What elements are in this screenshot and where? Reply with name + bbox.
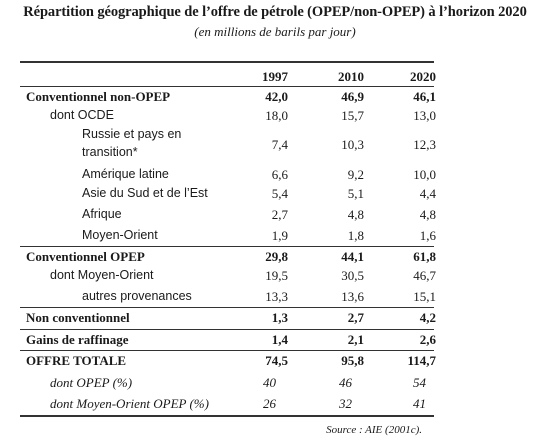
cell-1997: 42,0 bbox=[265, 89, 288, 104]
row-label: dont Moyen-Orient bbox=[50, 268, 154, 282]
top-rule bbox=[20, 61, 434, 63]
source-note: Source : AIE (2001c). bbox=[326, 424, 422, 436]
cell-2010: 44,1 bbox=[341, 249, 364, 264]
cell-2020: 46,1 bbox=[413, 89, 436, 104]
cell-2020: 12,3 bbox=[413, 137, 436, 152]
cell-2020: 1,6 bbox=[419, 228, 436, 243]
cell-2010: 10,3 bbox=[341, 137, 364, 152]
row-label: Gains de raffinage bbox=[26, 332, 129, 347]
col-header-2010: 2010 bbox=[338, 69, 364, 84]
cell-1997: 2,7 bbox=[271, 207, 288, 222]
row-label-line2: transition* bbox=[82, 145, 138, 159]
cell-2010: 1,8 bbox=[347, 228, 364, 243]
cell-2010: 13,6 bbox=[341, 289, 364, 304]
cell-2020: 15,1 bbox=[413, 289, 436, 304]
cell-2010: 9,2 bbox=[347, 167, 364, 182]
cell-1997: 7,4 bbox=[271, 137, 288, 152]
cell-1997: 1,4 bbox=[271, 332, 288, 347]
section-rule bbox=[20, 329, 434, 330]
cell-2020: 41 bbox=[413, 396, 426, 411]
cell-1997: 1,9 bbox=[271, 228, 288, 243]
header-rule bbox=[20, 86, 434, 87]
cell-1997: 19,5 bbox=[265, 268, 288, 283]
cell-2010: 32 bbox=[339, 396, 352, 411]
col-header-1997: 1997 bbox=[262, 69, 288, 84]
row-label: Asie du Sud et de l’Est bbox=[82, 186, 208, 200]
cell-2020: 114,7 bbox=[407, 353, 436, 368]
cell-2020: 13,0 bbox=[413, 108, 436, 123]
row-label: Non conventionnel bbox=[26, 310, 130, 325]
cell-1997: 5,4 bbox=[271, 186, 288, 201]
cell-2020: 2,6 bbox=[419, 332, 436, 347]
row-label: Moyen-Orient bbox=[82, 228, 158, 242]
section-rule bbox=[20, 307, 434, 308]
cell-2010: 5,1 bbox=[347, 186, 364, 201]
section-rule bbox=[20, 246, 434, 247]
cell-1997: 1,3 bbox=[271, 310, 288, 325]
row-label: dont OPEP (%) bbox=[50, 375, 133, 390]
cell-2020: 4,8 bbox=[419, 207, 436, 222]
cell-2010: 15,7 bbox=[341, 108, 364, 123]
cell-2020: 54 bbox=[413, 375, 426, 390]
row-label: dont Moyen-Orient OPEP (%) bbox=[50, 396, 209, 411]
row-label: autres provenances bbox=[82, 289, 192, 303]
cell-2010: 95,8 bbox=[341, 353, 364, 368]
cell-2020: 61,8 bbox=[413, 249, 436, 264]
row-label: OFFRE TOTALE bbox=[26, 353, 127, 368]
cell-1997: 29,8 bbox=[265, 249, 288, 264]
cell-2020: 4,4 bbox=[419, 186, 436, 201]
row-label: Conventionnel non-OPEP bbox=[26, 89, 171, 104]
table-subtitle: (en millions de barils par jour) bbox=[194, 24, 356, 39]
cell-1997: 74,5 bbox=[265, 353, 288, 368]
table-title: Répartition géographique de l’offre de p… bbox=[23, 4, 527, 20]
cell-2010: 46 bbox=[339, 375, 352, 390]
col-header-2020: 2020 bbox=[410, 69, 436, 84]
row-label: Afrique bbox=[82, 207, 122, 221]
cell-2010: 46,9 bbox=[341, 89, 364, 104]
cell-2020: 4,2 bbox=[419, 310, 436, 325]
section-rule bbox=[20, 350, 434, 351]
cell-1997: 6,6 bbox=[271, 167, 288, 182]
cell-1997: 40 bbox=[263, 375, 276, 390]
cell-2010: 30,5 bbox=[341, 268, 364, 283]
cell-2010: 4,8 bbox=[347, 207, 364, 222]
cell-2020: 46,7 bbox=[413, 268, 436, 283]
bottom-rule bbox=[20, 415, 434, 417]
row-label: Amérique latine bbox=[82, 167, 169, 181]
cell-1997: 26 bbox=[263, 396, 276, 411]
cell-2020: 10,0 bbox=[413, 167, 436, 182]
row-label: dont OCDE bbox=[50, 108, 114, 122]
cell-2010: 2,7 bbox=[347, 310, 364, 325]
cell-2010: 2,1 bbox=[347, 332, 364, 347]
row-label: Russie et pays en bbox=[82, 127, 182, 141]
row-label: Conventionnel OPEP bbox=[26, 249, 145, 264]
cell-1997: 13,3 bbox=[265, 289, 288, 304]
cell-1997: 18,0 bbox=[265, 108, 288, 123]
